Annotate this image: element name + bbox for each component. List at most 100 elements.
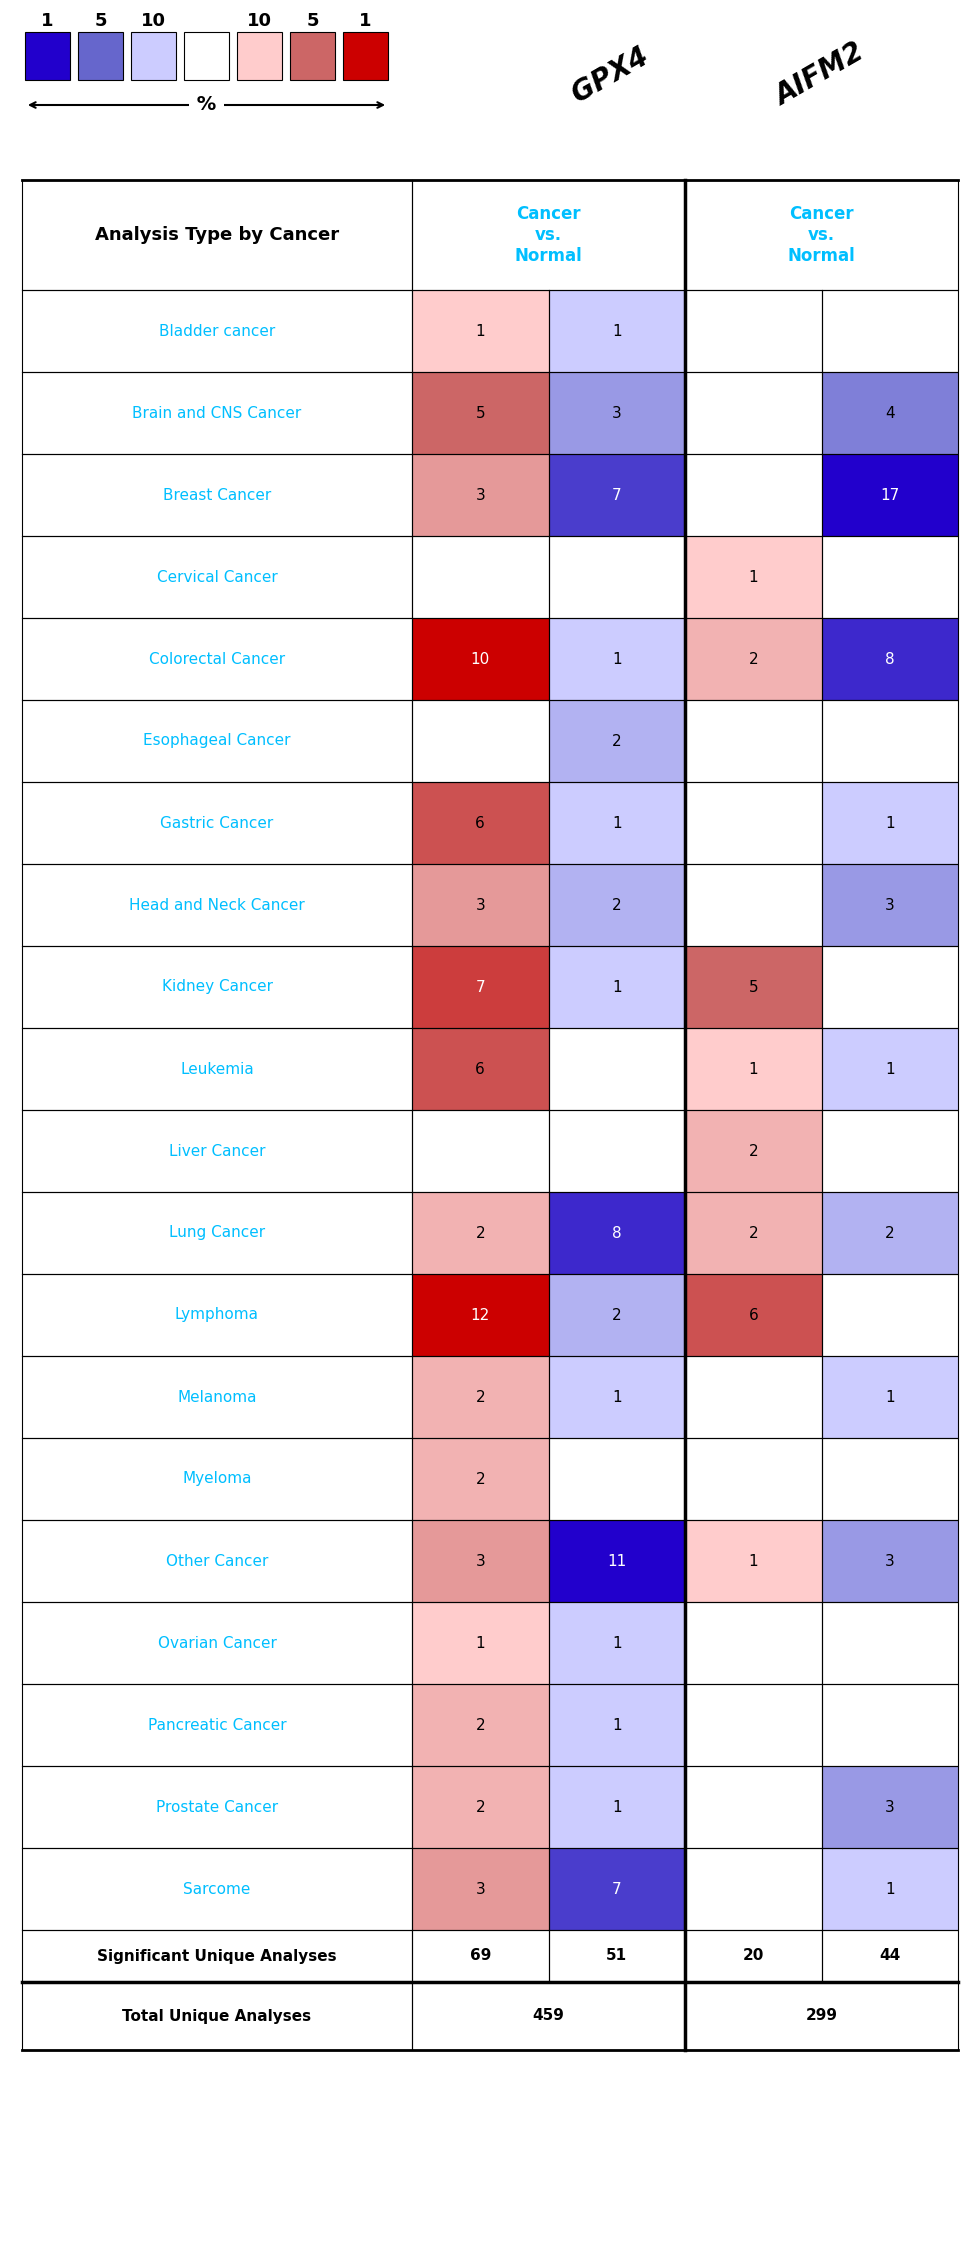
Bar	[549, 290, 685, 371]
Bar	[412, 945, 549, 1028]
Text: Gastric Cancer: Gastric Cancer	[160, 814, 274, 830]
Text: Significant Unique Analyses: Significant Unique Analyses	[98, 1948, 336, 1964]
Bar	[131, 32, 176, 81]
Text: 2: 2	[612, 1307, 622, 1323]
Text: Kidney Cancer: Kidney Cancer	[162, 979, 272, 994]
Text: 1: 1	[612, 324, 622, 338]
Bar	[685, 945, 822, 1028]
Bar	[549, 1192, 685, 1273]
Text: 3: 3	[476, 898, 486, 914]
Bar	[412, 1357, 549, 1438]
Bar	[685, 1109, 822, 1192]
Text: Breast Cancer: Breast Cancer	[163, 488, 271, 502]
Bar	[549, 1847, 685, 1930]
Bar	[685, 1273, 822, 1357]
Text: Head and Neck Cancer: Head and Neck Cancer	[129, 898, 305, 914]
Bar	[549, 783, 685, 864]
Bar	[822, 619, 958, 700]
Text: 459: 459	[532, 2009, 565, 2023]
Text: Sarcome: Sarcome	[183, 1881, 251, 1897]
Text: Melanoma: Melanoma	[177, 1390, 256, 1404]
Bar	[412, 783, 549, 864]
Bar	[412, 1847, 549, 1930]
Bar	[822, 371, 958, 454]
Text: Leukemia: Leukemia	[180, 1062, 254, 1076]
Text: 1: 1	[749, 1062, 759, 1076]
Bar	[549, 864, 685, 945]
Bar	[549, 700, 685, 783]
Text: 6: 6	[749, 1307, 759, 1323]
Text: 1: 1	[476, 1636, 486, 1652]
Bar	[549, 619, 685, 700]
Bar	[412, 1192, 549, 1273]
Bar	[412, 1521, 549, 1602]
Text: 4: 4	[885, 405, 895, 421]
Bar	[412, 371, 549, 454]
Bar	[412, 1273, 549, 1357]
Bar	[412, 1602, 549, 1683]
Text: 7: 7	[612, 1881, 622, 1897]
Text: Cervical Cancer: Cervical Cancer	[157, 569, 277, 585]
Text: Liver Cancer: Liver Cancer	[169, 1143, 265, 1159]
Bar	[412, 1766, 549, 1847]
Text: 51: 51	[606, 1948, 627, 1964]
Text: 17: 17	[880, 488, 899, 502]
Text: Colorectal Cancer: Colorectal Cancer	[149, 652, 285, 666]
Text: Myeloma: Myeloma	[182, 1472, 252, 1487]
Text: 7: 7	[612, 488, 622, 502]
Text: 2: 2	[476, 1390, 486, 1404]
Text: 3: 3	[476, 488, 486, 502]
Bar	[290, 32, 335, 81]
Bar	[412, 290, 549, 371]
Bar	[412, 1438, 549, 1521]
Text: 299: 299	[805, 2009, 838, 2023]
Bar	[549, 1357, 685, 1438]
Text: 44: 44	[879, 1948, 900, 1964]
Text: 1: 1	[749, 569, 759, 585]
Bar	[549, 945, 685, 1028]
Text: Lymphoma: Lymphoma	[175, 1307, 259, 1323]
Bar	[822, 1521, 958, 1602]
Text: 5: 5	[476, 405, 486, 421]
Text: Brain and CNS Cancer: Brain and CNS Cancer	[133, 405, 301, 421]
Text: 5: 5	[306, 11, 319, 29]
Text: 11: 11	[607, 1552, 626, 1568]
Text: 1: 1	[885, 1390, 895, 1404]
Text: 1: 1	[885, 1881, 895, 1897]
Text: 1: 1	[885, 1062, 895, 1076]
Text: 1: 1	[612, 979, 622, 994]
Bar	[412, 619, 549, 700]
Text: 6: 6	[476, 814, 486, 830]
Bar	[822, 1847, 958, 1930]
Bar	[685, 1521, 822, 1602]
Bar	[412, 455, 549, 536]
Text: %: %	[190, 94, 223, 115]
Text: 2: 2	[476, 1226, 486, 1240]
Bar	[549, 1521, 685, 1602]
Text: 2: 2	[612, 898, 622, 914]
Text: Analysis Type by Cancer: Analysis Type by Cancer	[95, 225, 339, 243]
Bar	[412, 864, 549, 945]
Text: 1: 1	[612, 814, 622, 830]
Text: 20: 20	[743, 1948, 764, 1964]
Text: 2: 2	[476, 1800, 486, 1814]
Text: 1: 1	[612, 1717, 622, 1732]
Text: 2: 2	[476, 1717, 486, 1732]
Text: Total Unique Analyses: Total Unique Analyses	[123, 2009, 312, 2023]
Text: 3: 3	[476, 1552, 486, 1568]
Text: 8: 8	[612, 1226, 622, 1240]
Text: 2: 2	[476, 1472, 486, 1487]
Text: 3: 3	[885, 1552, 895, 1568]
Bar	[549, 371, 685, 454]
Text: 1: 1	[612, 1800, 622, 1814]
Bar	[549, 1602, 685, 1683]
Bar	[685, 1192, 822, 1273]
Bar	[822, 1192, 958, 1273]
Bar	[549, 455, 685, 536]
Text: 1: 1	[885, 814, 895, 830]
Text: 3: 3	[612, 405, 622, 421]
Bar	[822, 864, 958, 945]
Text: 5: 5	[95, 11, 106, 29]
Text: 2: 2	[749, 1226, 759, 1240]
Text: Cancer
vs.
Normal: Cancer vs. Normal	[515, 205, 582, 266]
